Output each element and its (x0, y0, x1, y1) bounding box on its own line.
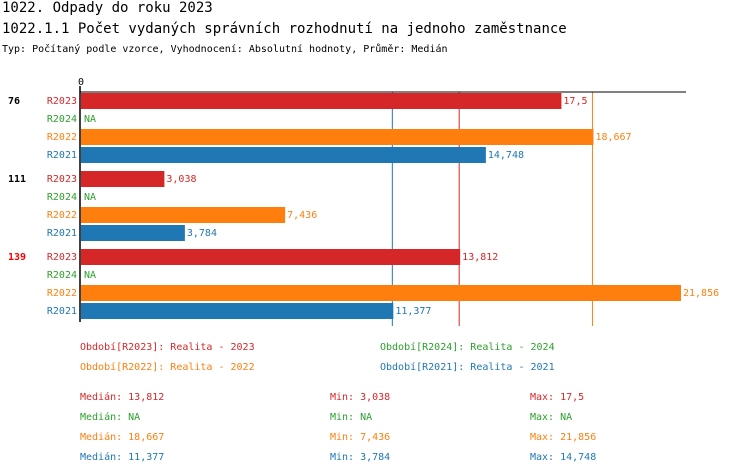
stat-max: Max: 21,856 (530, 432, 597, 443)
value-label: 11,377 (395, 306, 431, 317)
indicator-title: 1022.1.1 Počet vydaných správních rozhod… (2, 21, 567, 37)
value-label: 21,856 (683, 288, 719, 299)
series-label: R2023 (47, 174, 77, 185)
stat-median: Medián: 13,812 (80, 392, 165, 403)
group-label: 111 (8, 174, 26, 185)
series-label: R2021 (47, 228, 77, 239)
stat-median: Medián: NA (80, 412, 141, 423)
value-label: 3,038 (166, 174, 196, 185)
group-label: 76 (8, 96, 20, 107)
report-title: 1022. Odpady do roku 2023 (2, 0, 213, 16)
value-label: 14,748 (488, 150, 524, 161)
stat-max: Max: 14,748 (530, 452, 597, 463)
legend-item: Období[R2024]: Realita - 2024 (380, 342, 555, 353)
indicator-info: Typ: Počítaný podle vzorce, Vyhodnocení:… (2, 44, 448, 55)
value-label: 7,436 (287, 210, 317, 221)
value-label: NA (84, 114, 96, 125)
series-label: R2022 (47, 288, 77, 299)
value-label: 18,667 (595, 132, 631, 143)
legend-item: Období[R2022]: Realita - 2022 (80, 362, 255, 373)
stat-max: Max: NA (530, 412, 573, 423)
value-label: 3,784 (187, 228, 217, 239)
bar-r2022 (81, 207, 286, 223)
bar-r2021 (81, 147, 486, 163)
series-label: R2022 (47, 210, 77, 221)
value-label: 13,812 (462, 252, 498, 263)
series-label: R2024 (47, 192, 77, 203)
stat-min: Min: NA (330, 412, 373, 423)
bar-r2021 (81, 303, 394, 319)
stat-max: Max: 17,5 (530, 392, 585, 403)
zero-tick-label: 0 (78, 77, 84, 88)
bar-r2022 (81, 285, 681, 301)
value-label: NA (84, 270, 96, 281)
series-label: R2023 (47, 96, 77, 107)
legend-item: Období[R2021]: Realita - 2021 (380, 362, 555, 373)
series-label: R2024 (47, 114, 77, 125)
bar-r2023 (81, 249, 461, 265)
bar-r2023 (81, 93, 562, 109)
legend-item: Období[R2023]: Realita - 2023 (80, 342, 255, 353)
series-label: R2022 (47, 132, 77, 143)
stat-median: Medián: 11,377 (80, 452, 165, 463)
series-label: R2024 (47, 270, 77, 281)
stat-min: Min: 3,784 (330, 452, 391, 463)
value-label: 17,5 (563, 96, 587, 107)
group-label: 139 (8, 252, 26, 263)
stat-min: Min: 7,436 (330, 432, 391, 443)
series-label: R2023 (47, 252, 77, 263)
stat-min: Min: 3,038 (330, 392, 391, 403)
stat-median: Medián: 18,667 (80, 432, 165, 443)
value-label: NA (84, 192, 96, 203)
bar-r2023 (81, 171, 165, 187)
bar-r2022 (81, 129, 594, 145)
series-label: R2021 (47, 306, 77, 317)
bar-r2021 (81, 225, 185, 241)
series-label: R2021 (47, 150, 77, 161)
